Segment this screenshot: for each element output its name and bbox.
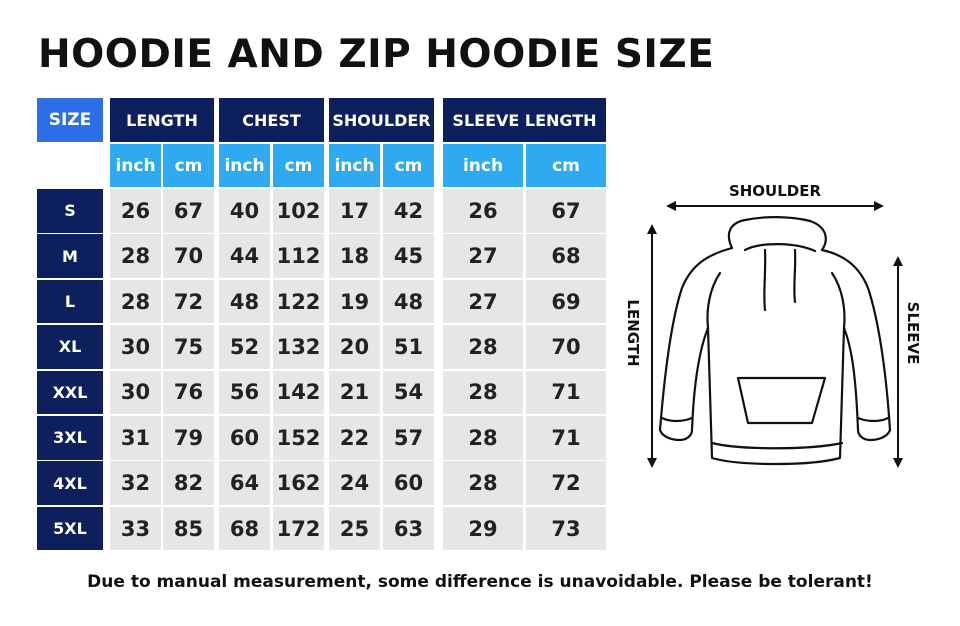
table-cell: 29 bbox=[443, 506, 523, 551]
table-cell: 76 bbox=[163, 370, 214, 415]
table-cell: 24 bbox=[329, 461, 380, 505]
table-cell: 132 bbox=[273, 325, 324, 369]
length-label: LENGTH bbox=[624, 299, 642, 366]
hoodie-illustration: SHOULDER LENGTH SLEEVE bbox=[624, 182, 922, 468]
table-cell: 68 bbox=[219, 506, 270, 551]
unit-header-inch: inch bbox=[443, 144, 523, 187]
table-cell: 27 bbox=[443, 279, 523, 324]
size-label: S bbox=[37, 189, 103, 233]
table-cell: 51 bbox=[383, 325, 434, 369]
table-cell: 73 bbox=[526, 506, 606, 551]
table-cell: 45 bbox=[383, 234, 434, 278]
unit-header-cm: cm bbox=[526, 144, 606, 187]
unit-header-inch: inch bbox=[219, 144, 270, 187]
table-cell: 70 bbox=[163, 234, 214, 278]
table-cell: 28 bbox=[443, 325, 523, 369]
table-cell: 68 bbox=[526, 234, 606, 278]
table-cell: 112 bbox=[273, 234, 324, 278]
length-arrow bbox=[647, 224, 657, 468]
table-cell: 60 bbox=[383, 461, 434, 505]
table-cell: 162 bbox=[273, 461, 324, 505]
table-cell: 28 bbox=[443, 370, 523, 415]
sleeve-arrow bbox=[893, 256, 903, 468]
size-label: 4XL bbox=[37, 461, 103, 505]
table-cell: 21 bbox=[329, 370, 380, 415]
table-cell: 67 bbox=[526, 189, 606, 233]
table-cell: 40 bbox=[219, 189, 270, 233]
table-cell: 17 bbox=[329, 189, 380, 233]
table-cell: 122 bbox=[273, 279, 324, 324]
shoulder-label: SHOULDER bbox=[729, 182, 822, 200]
table-cell: 26 bbox=[443, 189, 523, 233]
table-cell: 48 bbox=[219, 279, 270, 324]
table-cell: 42 bbox=[383, 189, 434, 233]
unit-header-cm: cm bbox=[163, 144, 214, 187]
table-cell: 31 bbox=[110, 416, 161, 460]
size-label: XXL bbox=[37, 370, 103, 415]
table-cell: 30 bbox=[110, 370, 161, 415]
table-cell: 172 bbox=[273, 506, 324, 551]
table-cell: 72 bbox=[526, 461, 606, 505]
table-cell: 28 bbox=[443, 461, 523, 505]
table-cell: 71 bbox=[526, 416, 606, 460]
table-cell: 28 bbox=[110, 279, 161, 324]
table-cell: 18 bbox=[329, 234, 380, 278]
table-cell: 69 bbox=[526, 279, 606, 324]
size-label: 5XL bbox=[37, 506, 103, 551]
table-cell: 33 bbox=[110, 506, 161, 551]
table-cell: 27 bbox=[443, 234, 523, 278]
length-header: LENGTH bbox=[110, 98, 214, 142]
table-cell: 25 bbox=[329, 506, 380, 551]
table-cell: 54 bbox=[383, 370, 434, 415]
table-cell: 64 bbox=[219, 461, 270, 505]
hoodie-outline bbox=[658, 216, 892, 466]
unit-header-cm: cm bbox=[273, 144, 324, 187]
unit-header-cm: cm bbox=[383, 144, 434, 187]
table-cell: 72 bbox=[163, 279, 214, 324]
unit-header-inch: inch bbox=[110, 144, 161, 187]
table-cell: 75 bbox=[163, 325, 214, 369]
shoulder-arrow bbox=[666, 201, 884, 211]
size-column-header: SIZE bbox=[37, 98, 103, 142]
table-cell: 71 bbox=[526, 370, 606, 415]
table-cell: 20 bbox=[329, 325, 380, 369]
shoulder-header: SHOULDER bbox=[329, 98, 434, 142]
footnote: Due to manual measurement, some differen… bbox=[87, 572, 873, 592]
size-label: L bbox=[37, 279, 103, 324]
table-cell: 152 bbox=[273, 416, 324, 460]
table-cell: 67 bbox=[163, 189, 214, 233]
table-cell: 57 bbox=[383, 416, 434, 460]
table-cell: 63 bbox=[383, 506, 434, 551]
table-cell: 30 bbox=[110, 325, 161, 369]
sleeve-label: SLEEVE bbox=[904, 302, 922, 365]
size-label: XL bbox=[37, 325, 103, 369]
page-title: HOODIE AND ZIP HOODIE SIZE bbox=[38, 32, 715, 77]
sleeve-length-header: SLEEVE LENGTH bbox=[443, 98, 606, 142]
table-cell: 70 bbox=[526, 325, 606, 369]
table-cell: 32 bbox=[110, 461, 161, 505]
table-cell: 22 bbox=[329, 416, 380, 460]
table-cell: 60 bbox=[219, 416, 270, 460]
table-cell: 82 bbox=[163, 461, 214, 505]
table-cell: 28 bbox=[110, 234, 161, 278]
table-cell: 142 bbox=[273, 370, 324, 415]
table-cell: 102 bbox=[273, 189, 324, 233]
table-cell: 52 bbox=[219, 325, 270, 369]
hoodie-diagram: SHOULDER LENGTH SLEEVE bbox=[620, 178, 940, 478]
table-cell: 56 bbox=[219, 370, 270, 415]
size-label: 3XL bbox=[37, 416, 103, 460]
table-cell: 48 bbox=[383, 279, 434, 324]
table-cell: 79 bbox=[163, 416, 214, 460]
table-cell: 26 bbox=[110, 189, 161, 233]
table-cell: 19 bbox=[329, 279, 380, 324]
chest-header: CHEST bbox=[219, 98, 324, 142]
unit-header-inch: inch bbox=[329, 144, 380, 187]
table-cell: 85 bbox=[163, 506, 214, 551]
table-cell: 44 bbox=[219, 234, 270, 278]
size-label: M bbox=[37, 234, 103, 278]
table-cell: 28 bbox=[443, 416, 523, 460]
